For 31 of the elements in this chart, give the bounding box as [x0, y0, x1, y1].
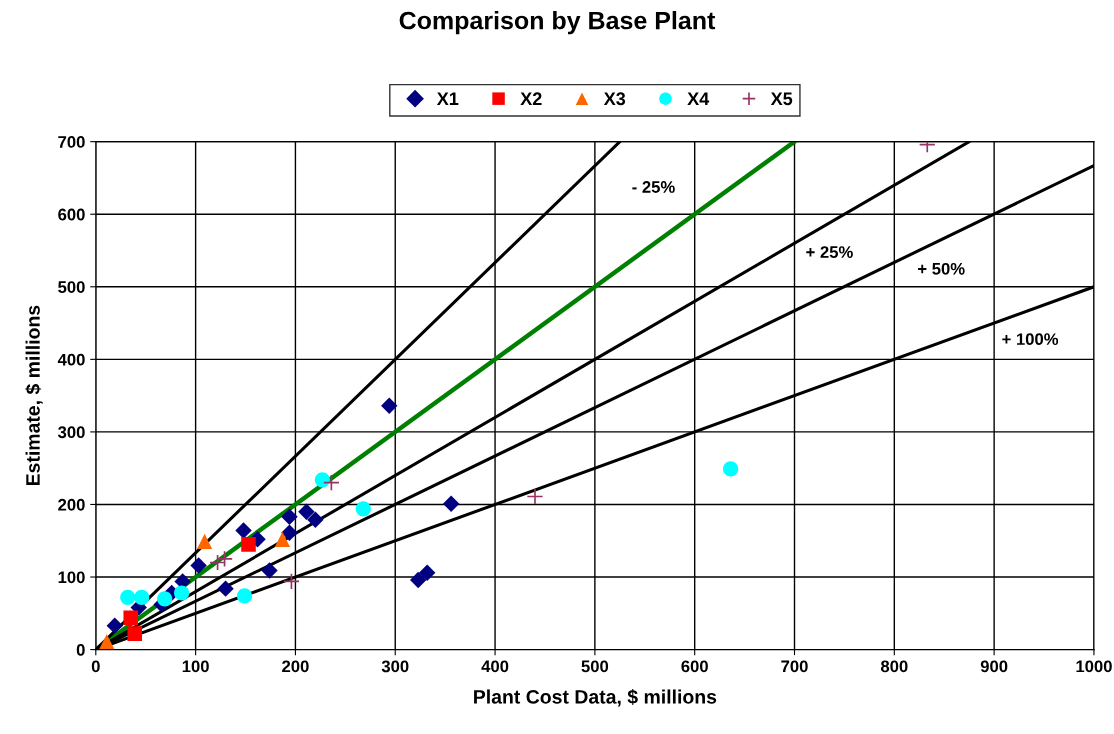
x-axis-title: Plant Cost Data, $ millions: [474, 689, 717, 707]
x-tick-label: 600: [681, 660, 708, 673]
x-tick-label: 800: [880, 660, 908, 673]
annotation: + 100%: [1002, 333, 1059, 346]
x-tick-label: 900: [980, 660, 1008, 673]
y-tick-label: 500: [58, 281, 85, 293]
legend-label: X5: [770, 92, 793, 106]
y-tick-label: 100: [58, 571, 85, 584]
annotation: - 25%: [632, 181, 675, 193]
legend-label: X4: [687, 92, 710, 105]
chart-title: Comparison by Base Plant: [399, 11, 716, 35]
y-tick-label: 200: [58, 498, 85, 511]
annotation: + 25%: [806, 246, 853, 258]
x-tick-label: 0: [91, 660, 100, 673]
y-axis-title: Estimate, $ millions: [25, 305, 43, 486]
x-tick-label: 1000: [1076, 660, 1112, 673]
legend-label: X3: [603, 92, 626, 106]
annotation: + 50%: [918, 262, 965, 275]
y-tick-label: 600: [58, 208, 85, 221]
x-tick-label: 400: [481, 660, 509, 673]
legend-label: X1: [436, 92, 459, 105]
x-tick-label: 700: [781, 660, 808, 673]
y-tick-label: 300: [57, 426, 85, 439]
y-tick-label: 700: [58, 136, 85, 148]
y-tick-label: 0: [76, 643, 85, 656]
x-tick-label: 500: [581, 660, 609, 673]
legend-label: X2: [520, 92, 542, 105]
x-tick-label: 300: [381, 660, 409, 673]
x-tick-label: 200: [282, 660, 309, 673]
x-tick-label: 100: [182, 660, 209, 673]
y-tick-label: 400: [57, 353, 85, 366]
